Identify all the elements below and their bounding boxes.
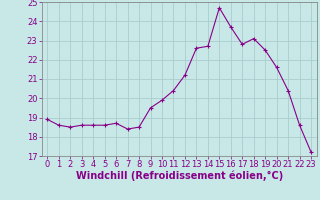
X-axis label: Windchill (Refroidissement éolien,°C): Windchill (Refroidissement éolien,°C)	[76, 171, 283, 181]
